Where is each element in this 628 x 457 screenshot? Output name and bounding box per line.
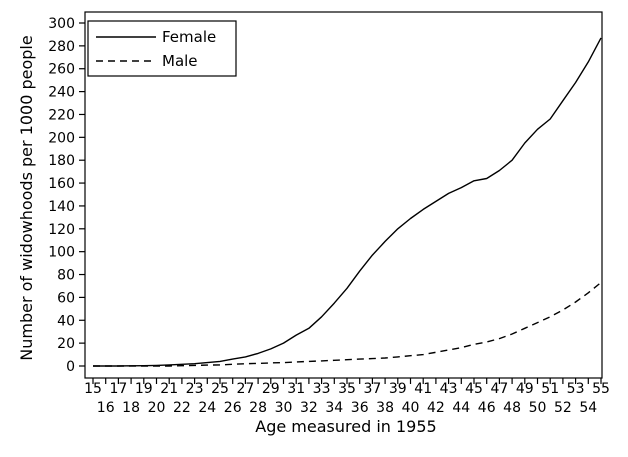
x-tick-label: 19 (135, 381, 153, 397)
x-tick-label: 32 (300, 400, 318, 416)
x-tick-label: 52 (554, 400, 572, 416)
legend: Female Male (87, 20, 237, 77)
x-tick-label: 40 (402, 400, 420, 416)
x-tick-label: 21 (160, 381, 178, 397)
y-tick-label: 40 (57, 313, 75, 329)
x-tick-label: 29 (262, 381, 280, 397)
y-axis: 0 20 40 60 80 100 120 140 160 180 200 220 240 260 280 3… (48, 16, 85, 375)
y-tick-label: 220 (48, 107, 75, 123)
x-tick-label: 37 (363, 381, 381, 397)
legend-label-female: Female (162, 28, 216, 46)
x-tick-label: 55 (592, 381, 610, 397)
y-tick-label: 140 (48, 199, 75, 215)
y-tick-label: 0 (66, 359, 75, 375)
x-tick-label: 33 (313, 381, 331, 397)
y-tick-label: 120 (48, 222, 75, 238)
y-tick-label: 280 (48, 39, 75, 55)
y-tick-label: 20 (57, 336, 75, 352)
y-tick-label: 200 (48, 130, 75, 146)
x-tick-label: 45 (465, 381, 483, 397)
x-tick-label: 34 (325, 400, 343, 416)
x-tick-label: 28 (249, 400, 267, 416)
y-tick-label: 180 (48, 153, 75, 169)
y-tick-label: 300 (48, 16, 75, 32)
x-tick-label: 27 (236, 381, 254, 397)
x-tick-label: 16 (97, 400, 115, 416)
x-tick-label: 44 (452, 400, 470, 416)
y-tick-label: 80 (57, 268, 75, 284)
y-tick-label: 60 (57, 290, 75, 306)
y-axis-title: Number of widowhoods per 1000 people (17, 35, 36, 360)
x-tick-label: 43 (440, 381, 458, 397)
x-tick-label: 47 (490, 381, 508, 397)
y-tick-label: 260 (48, 62, 75, 78)
x-tick-label: 30 (275, 400, 293, 416)
x-tick-label: 39 (389, 381, 407, 397)
x-tick-label: 42 (427, 400, 445, 416)
x-tick-label: 25 (211, 381, 229, 397)
series-line-male (93, 281, 602, 367)
x-tick-label: 51 (541, 381, 559, 397)
x-tick-label: 22 (173, 400, 191, 416)
legend-label-male: Male (162, 52, 198, 70)
plot-area (84, 11, 603, 379)
x-tick-label: 26 (224, 400, 242, 416)
y-tick-label: 240 (48, 85, 75, 101)
x-tick-label: 53 (567, 381, 585, 397)
x-tick-label: 49 (516, 381, 534, 397)
x-axis: 15 17 19 21 23 25 27 29 31 33 35 37 39 41 43 45 47 49 51 53… (84, 378, 610, 416)
x-tick-label: 36 (351, 400, 369, 416)
x-tick-label: 18 (122, 400, 140, 416)
y-tick-label: 100 (48, 245, 75, 261)
x-tick-label: 50 (529, 400, 547, 416)
x-tick-label: 46 (478, 400, 496, 416)
x-tick-label: 41 (414, 381, 432, 397)
x-tick-label: 38 (376, 400, 394, 416)
plot-border (84, 11, 603, 379)
x-tick-label: 24 (198, 400, 216, 416)
series-line-female (93, 37, 602, 367)
x-tick-label: 15 (84, 381, 102, 397)
x-tick-label: 20 (148, 400, 166, 416)
x-tick-label: 35 (338, 381, 356, 397)
x-tick-label: 17 (109, 381, 127, 397)
x-tick-label: 54 (579, 400, 597, 416)
series-layer (93, 37, 602, 367)
x-tick-label: 48 (503, 400, 521, 416)
x-axis-title: Age measured in 1955 (255, 417, 436, 436)
legend-box (87, 20, 237, 77)
x-tick-label: 23 (186, 381, 204, 397)
y-tick-label: 160 (48, 176, 75, 192)
x-tick-label: 31 (287, 381, 305, 397)
